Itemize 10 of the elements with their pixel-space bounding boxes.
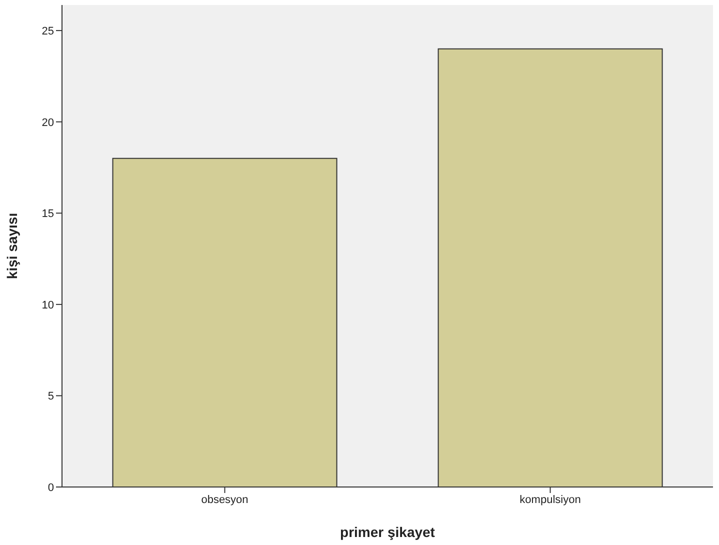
x-tick-label: kompulsiyon xyxy=(520,494,581,506)
y-tick-label: 20 xyxy=(42,116,54,129)
y-tick-label: 10 xyxy=(42,299,54,312)
x-tick-label: obsesyon xyxy=(201,494,248,506)
y-tick-label: 25 xyxy=(42,25,54,38)
x-axis-title: primer şikayet xyxy=(340,524,436,540)
y-tick-label: 15 xyxy=(42,208,54,220)
y-axis-title: kişi sayısı xyxy=(4,212,20,280)
y-tick-label: 5 xyxy=(48,390,54,403)
y-tick-label: 0 xyxy=(48,482,54,494)
